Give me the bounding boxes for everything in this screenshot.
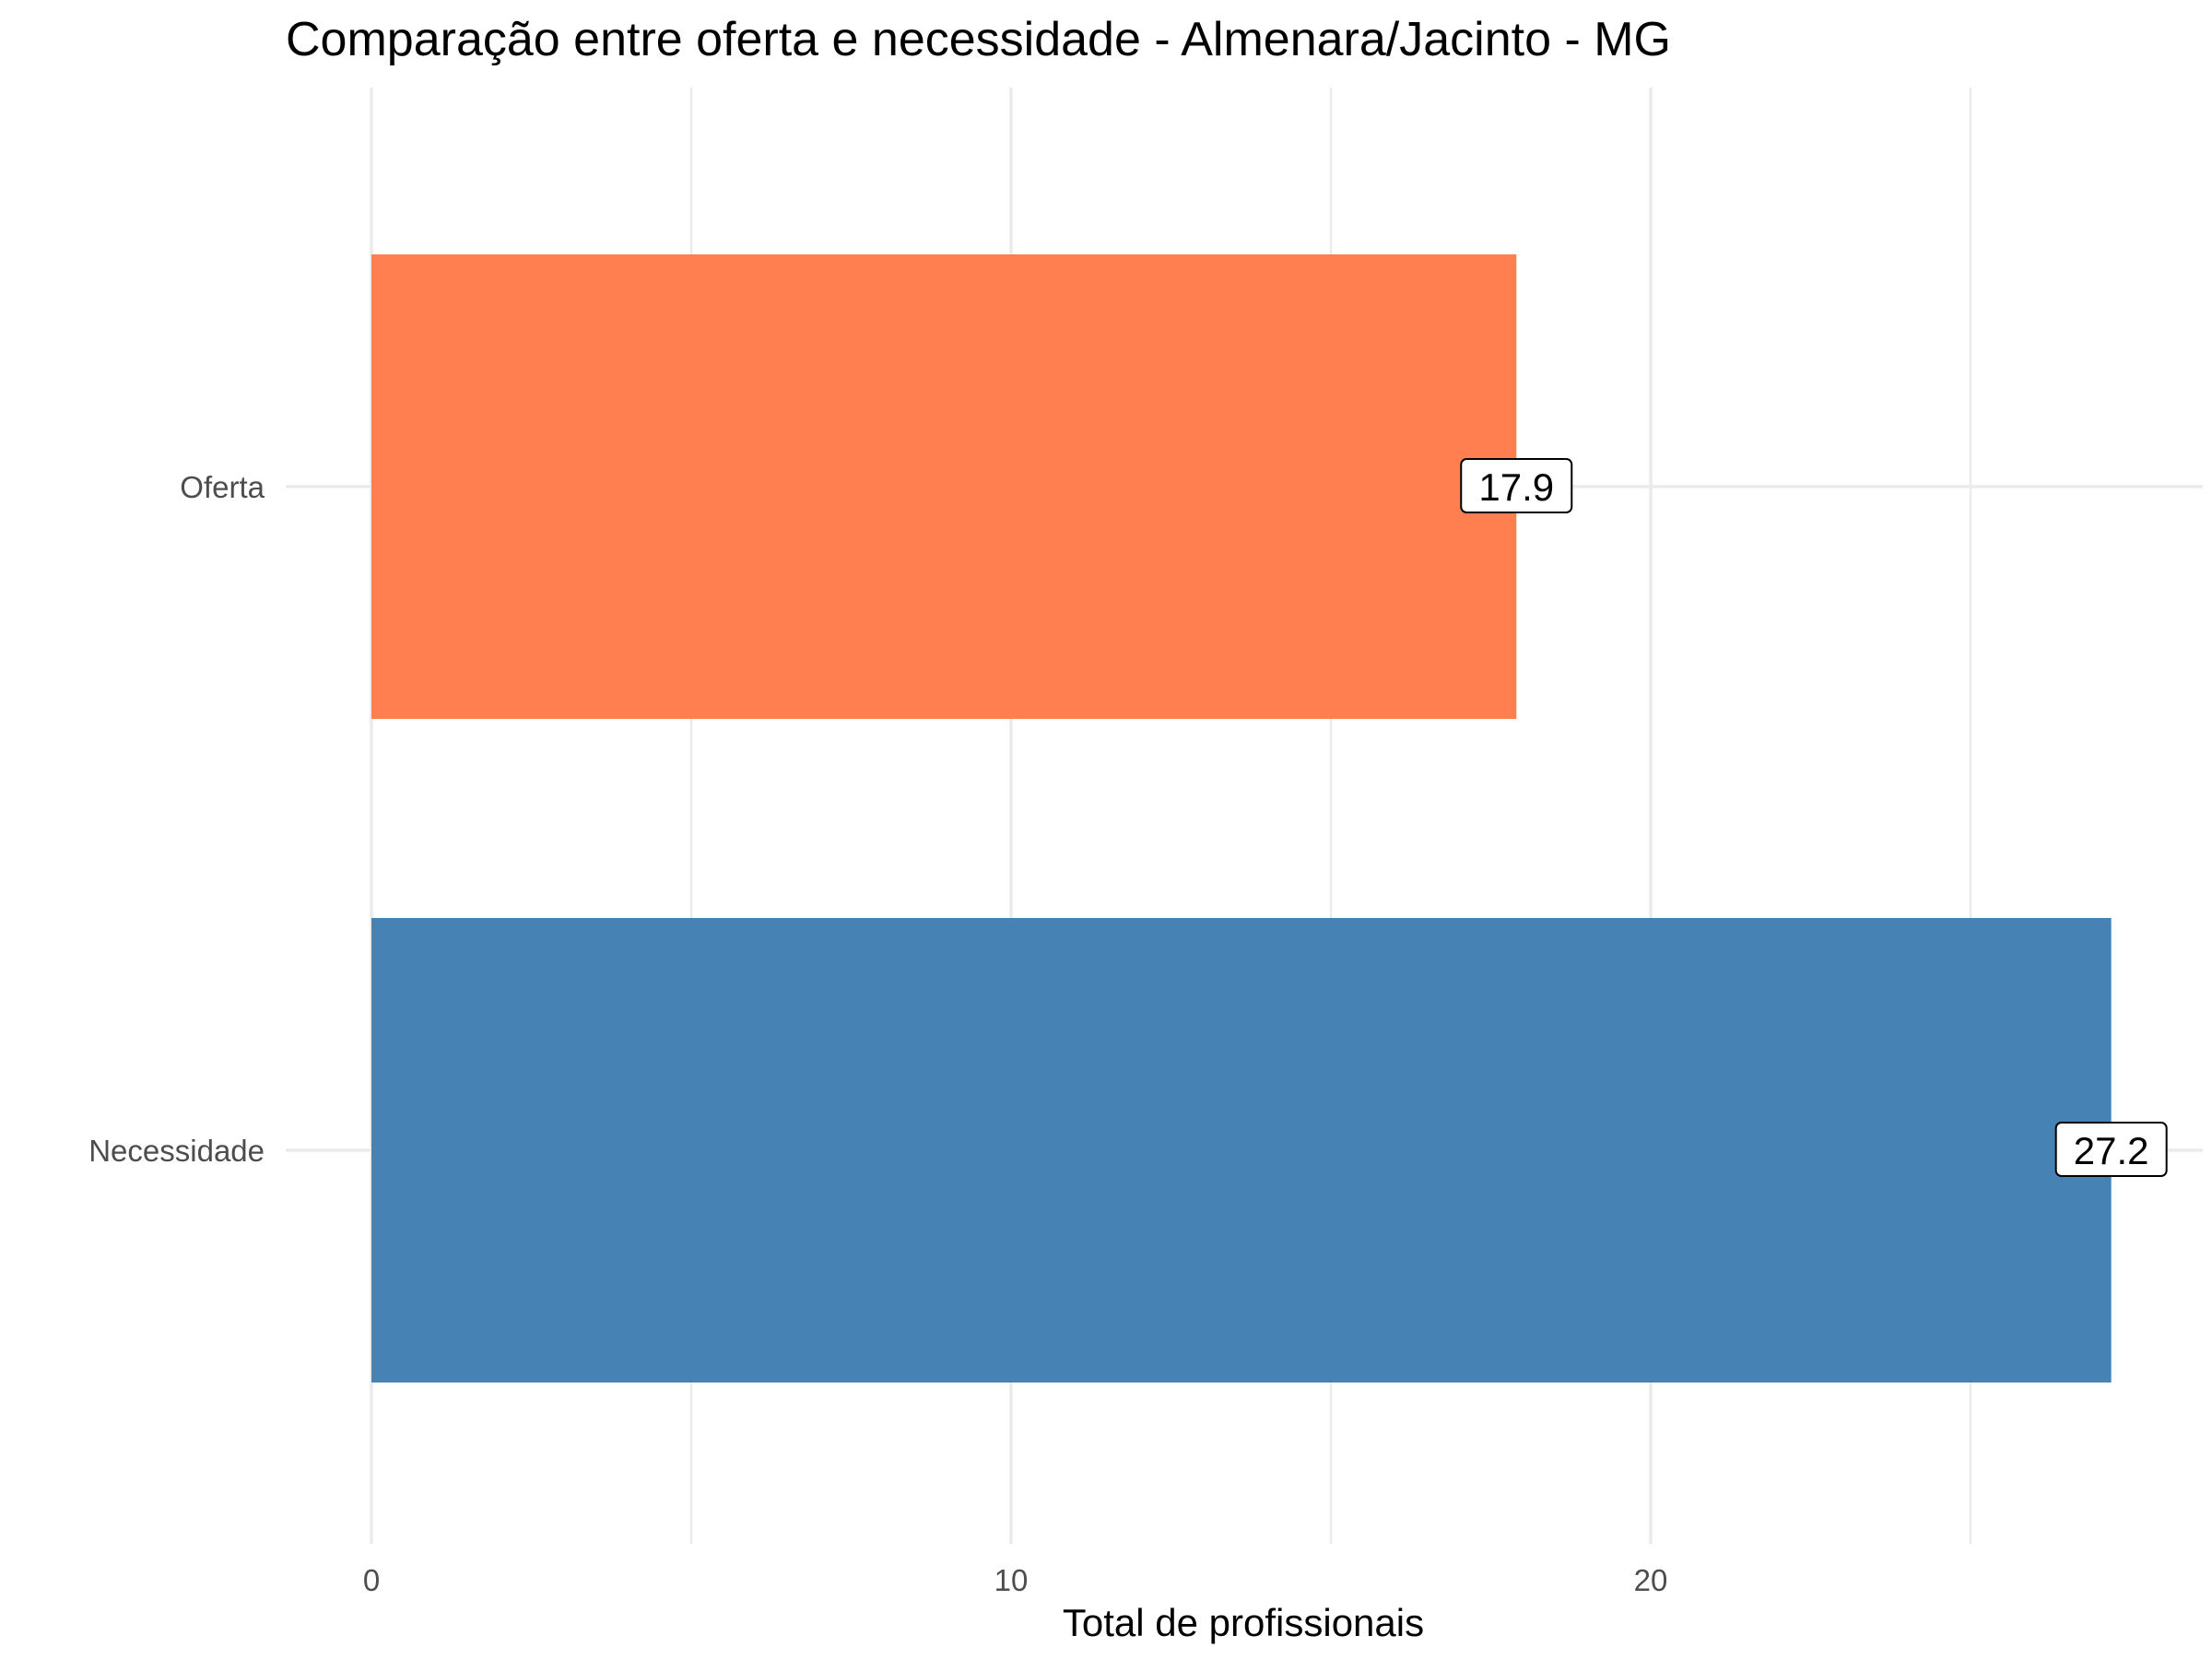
- data-label-oferta: 17.9: [1460, 458, 1573, 513]
- data-label-box: [1460, 458, 1573, 513]
- x-axis-ticks: 0 10 20: [363, 1563, 1668, 1597]
- x-tick-label: 0: [363, 1563, 380, 1597]
- chart-title: Comparação entre oferta e necessidade - …: [286, 13, 1671, 66]
- x-axis-label: Total de profissionais: [1063, 1601, 1424, 1644]
- data-labels: 17.9 27.2: [1460, 458, 2168, 1177]
- y-tick-label-necessidade: Necessidade: [88, 1134, 265, 1168]
- bar-necessidade: [371, 918, 2112, 1382]
- y-axis-ticks: Oferta Necessidade: [88, 470, 265, 1168]
- bar-oferta: [371, 254, 1517, 719]
- x-tick-label: 20: [1634, 1563, 1668, 1597]
- data-label-text: 27.2: [2074, 1129, 2149, 1172]
- x-tick-label: 10: [994, 1563, 1029, 1597]
- data-label-necessidade: 27.2: [2054, 1122, 2168, 1177]
- bars: [371, 254, 2112, 1382]
- data-label-box: [2054, 1122, 2168, 1177]
- data-label-text: 17.9: [1478, 465, 1554, 509]
- y-tick-label-oferta: Oferta: [180, 470, 265, 504]
